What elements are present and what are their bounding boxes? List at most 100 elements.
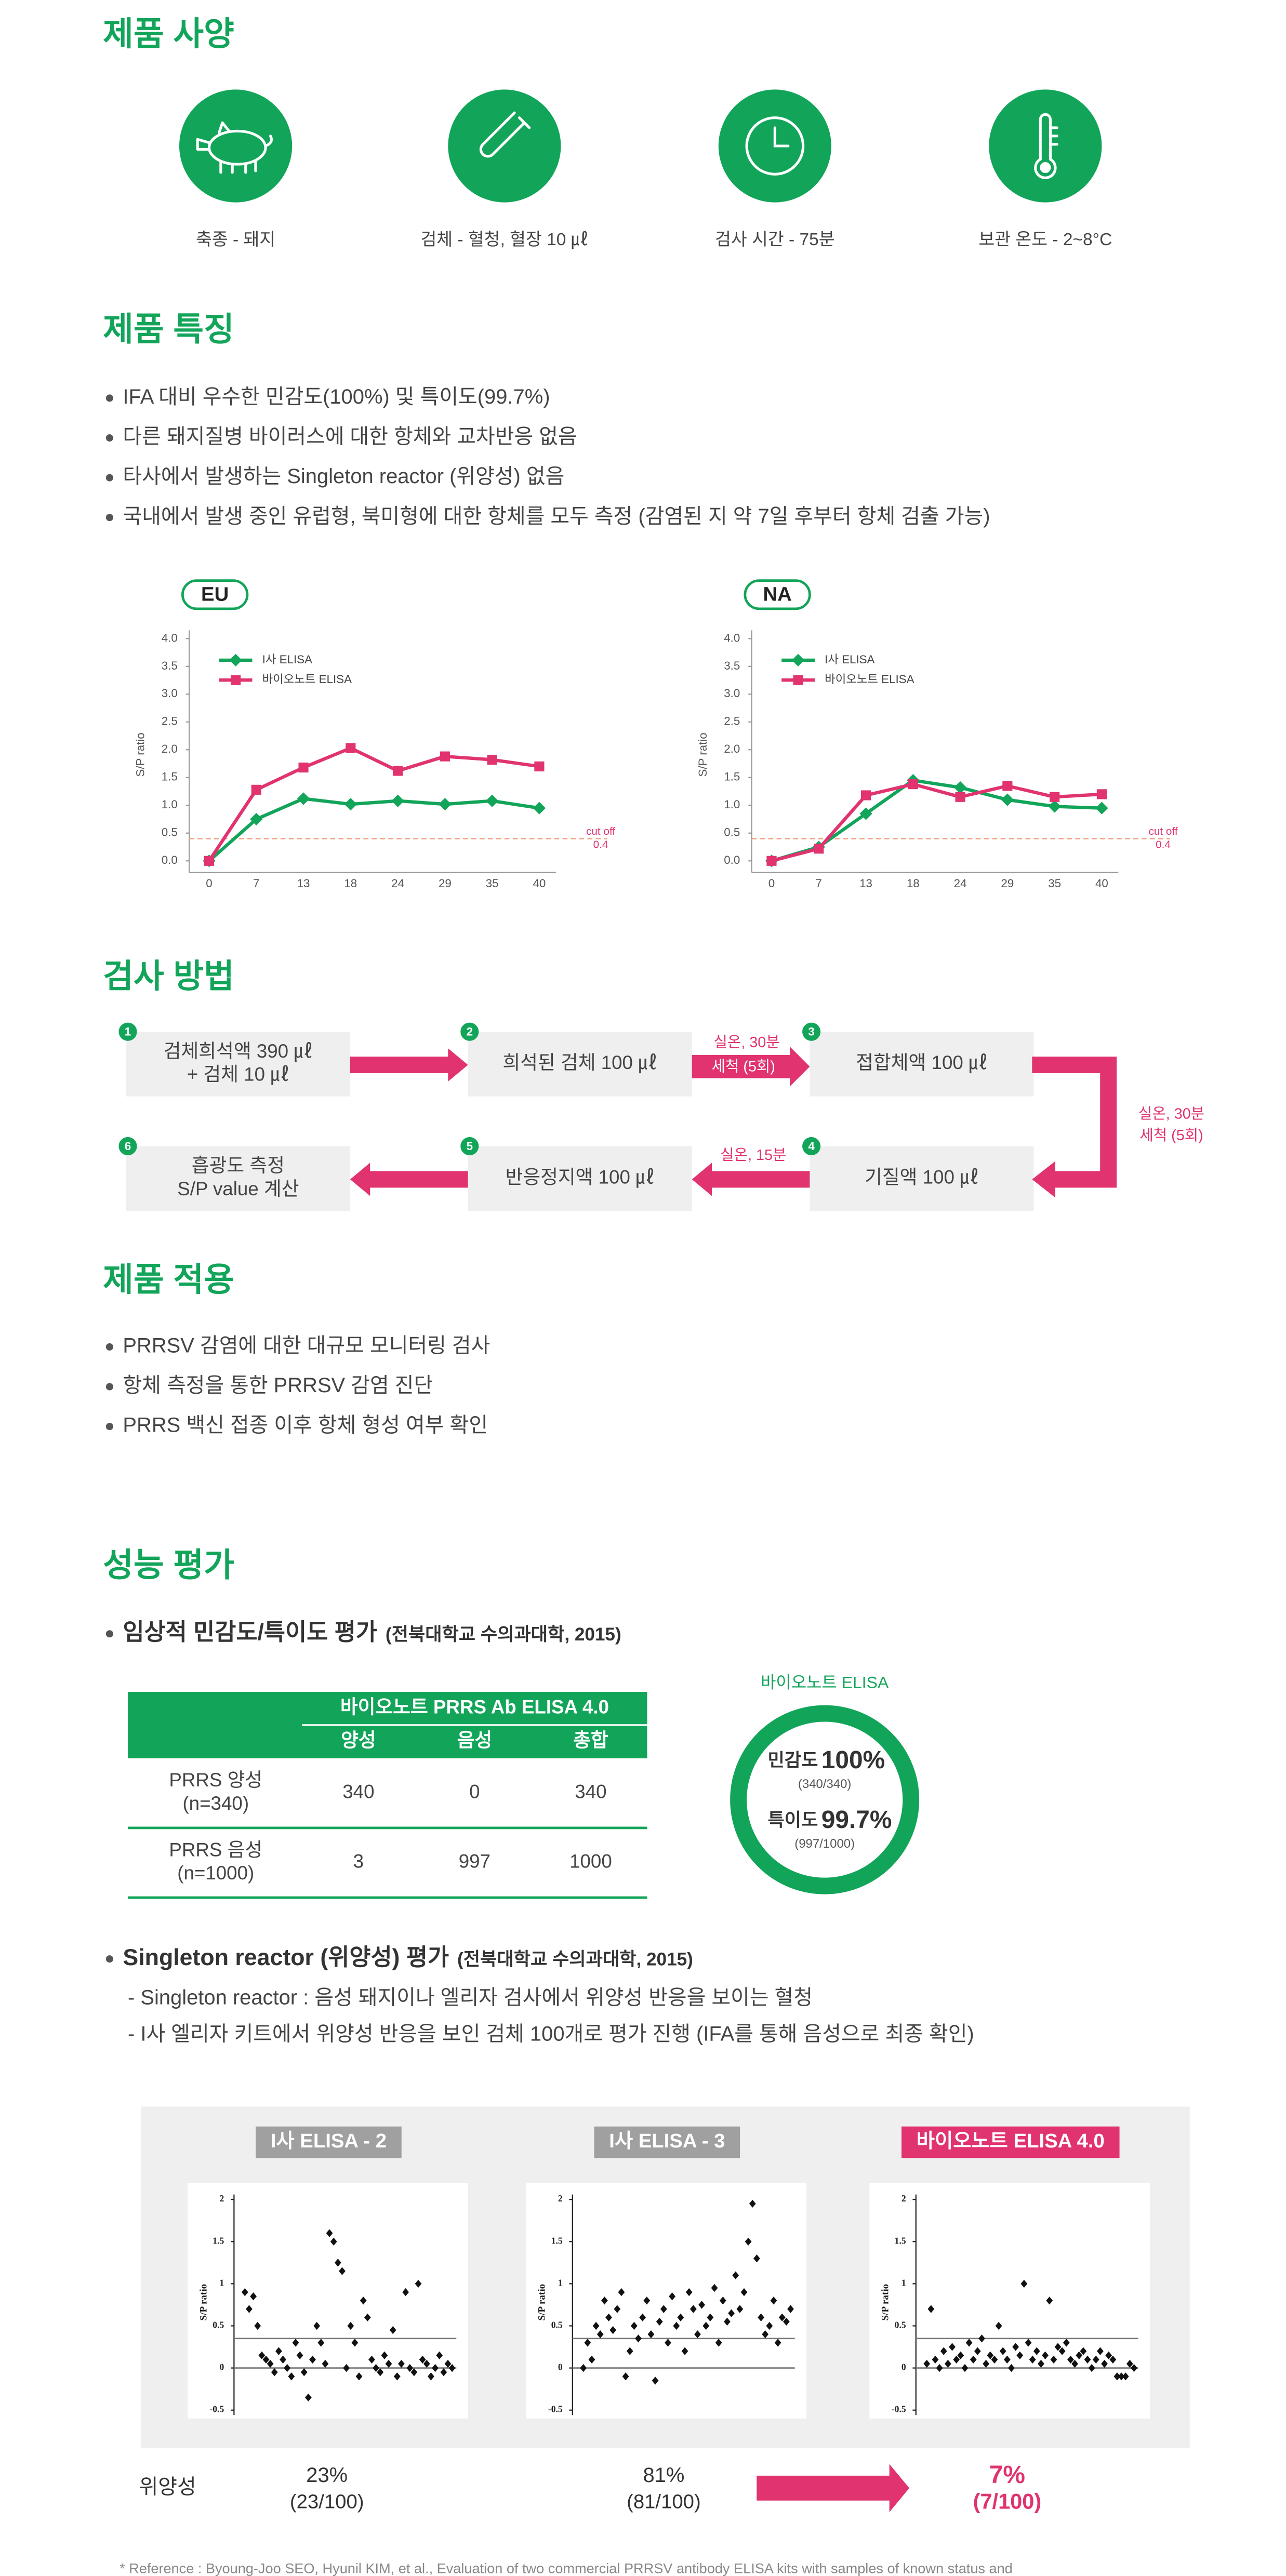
y-tick-label: 4.0 <box>724 631 740 644</box>
x-tick-label: 40 <box>1095 877 1108 890</box>
table-cell: 0 <box>469 1781 480 1803</box>
panel-title-box <box>256 2126 402 2158</box>
point <box>432 2364 439 2372</box>
arrow-label: 실온, 30분 <box>713 1034 779 1051</box>
point <box>923 2359 931 2368</box>
point <box>393 2372 401 2381</box>
marker <box>1002 781 1013 791</box>
section-title: 제품 사양 <box>103 15 234 52</box>
point <box>330 2237 337 2246</box>
x-tick-label: 0 <box>768 877 775 890</box>
step-box <box>810 1032 1034 1097</box>
x-tick-label: 24 <box>391 877 404 890</box>
point <box>398 2359 405 2368</box>
point <box>596 2330 604 2339</box>
summary-detail: (997/1000) <box>794 1837 855 1851</box>
marker <box>250 812 263 826</box>
point <box>1126 2359 1133 2368</box>
marker <box>860 790 871 800</box>
step-text: 흡광도 측정 <box>192 1155 285 1176</box>
y-tick-label: 3.5 <box>162 659 178 672</box>
point <box>347 2321 354 2330</box>
table-cell: 1000 <box>569 1851 612 1872</box>
application-bullet: 항체 측정을 통한 PRRSV 감염 진단 <box>123 1374 433 1397</box>
flow-arrow <box>350 1163 468 1196</box>
marker <box>391 794 404 807</box>
y-tick-label: 2 <box>901 2193 906 2204</box>
point <box>702 2321 710 2330</box>
step-number-badge <box>460 1137 479 1156</box>
point <box>1020 2279 1028 2288</box>
step-box <box>126 1032 350 1097</box>
y-tick-label: 1 <box>558 2277 563 2288</box>
section-title: 성능 평가 <box>103 1546 234 1583</box>
cutoff-label: cut off <box>1148 825 1177 837</box>
marker <box>534 761 545 771</box>
point <box>313 2321 321 2330</box>
icon-clock <box>718 89 831 203</box>
y-tick-label: 1.5 <box>724 770 740 783</box>
icon-thermometer <box>989 89 1102 203</box>
marker <box>297 792 310 805</box>
step-text: 반응정지액 100 ㎕ <box>506 1166 655 1187</box>
spec-label: 축종 - 돼지 <box>196 230 275 249</box>
step-number: 1 <box>125 1025 131 1038</box>
y-tick-label: 0.5 <box>724 826 740 839</box>
y-tick-label: -0.5 <box>548 2404 563 2414</box>
marker <box>766 856 777 866</box>
point <box>415 2279 422 2288</box>
step-text: S/P value 계산 <box>177 1178 299 1199</box>
y-tick-label: 2 <box>219 2193 224 2204</box>
bullet-dot <box>105 1630 113 1638</box>
point <box>1003 2355 1011 2364</box>
point <box>389 2326 396 2334</box>
point <box>783 2317 790 2326</box>
reference: * Reference : Byoung-Joo SEO, Hyunil KIM… <box>120 2560 1013 2576</box>
step-number-badge <box>802 1022 821 1041</box>
point <box>326 2229 333 2237</box>
series-line <box>207 746 540 862</box>
y-tick-label: -0.5 <box>892 2404 906 2414</box>
point <box>1025 2339 1032 2347</box>
marker <box>230 675 241 685</box>
step-number: 2 <box>467 1025 473 1038</box>
marker <box>440 751 450 762</box>
flow-arrow <box>1032 1161 1056 1198</box>
y-tick-label: 0.5 <box>162 826 178 839</box>
y-tick-label: 2.0 <box>162 742 178 755</box>
summary-name: 특이도 <box>767 1810 818 1830</box>
feature-bullet: 타사에서 발생하는 Singleton reactor (위양성) 없음 <box>123 465 564 488</box>
panel-title-box <box>901 2126 1120 2158</box>
row-label: PRRS 양성 <box>169 1769 262 1791</box>
table-cell: 340 <box>342 1781 374 1803</box>
point <box>647 2330 655 2339</box>
plot-panel <box>869 2183 1150 2419</box>
x-tick-label: 13 <box>297 877 310 890</box>
step-number: 5 <box>467 1140 473 1153</box>
point <box>974 2347 981 2355</box>
y-tick-label: 1.0 <box>162 798 178 811</box>
point <box>436 2351 443 2359</box>
point <box>1071 2359 1078 2368</box>
point <box>1101 2359 1108 2368</box>
point <box>622 2372 629 2381</box>
table-column: 양성 <box>341 1730 376 1751</box>
bullet-dot <box>105 1955 113 1963</box>
y-axis-label: S/P ratio <box>134 732 147 777</box>
step-text: + 검체 10 ㎕ <box>187 1063 289 1085</box>
panel-title: 바이오노트 ELISA 4.0 <box>917 2130 1105 2152</box>
point <box>1113 2372 1121 2381</box>
arrow-label: 실온, 15분 <box>720 1147 786 1164</box>
point <box>965 2339 973 2347</box>
point <box>288 2372 295 2381</box>
point <box>355 2372 363 2381</box>
application-bullet: PRRSV 감염에 대한 대규모 모니터링 검사 <box>123 1334 490 1357</box>
y-tick-label: 2.5 <box>162 715 178 728</box>
marker <box>439 798 452 811</box>
flow-arrow <box>757 2464 910 2513</box>
step-number-badge <box>118 1137 137 1156</box>
step-text: 희석된 검체 100 ㎕ <box>502 1052 657 1073</box>
point <box>987 2351 994 2359</box>
point <box>284 2364 291 2372</box>
